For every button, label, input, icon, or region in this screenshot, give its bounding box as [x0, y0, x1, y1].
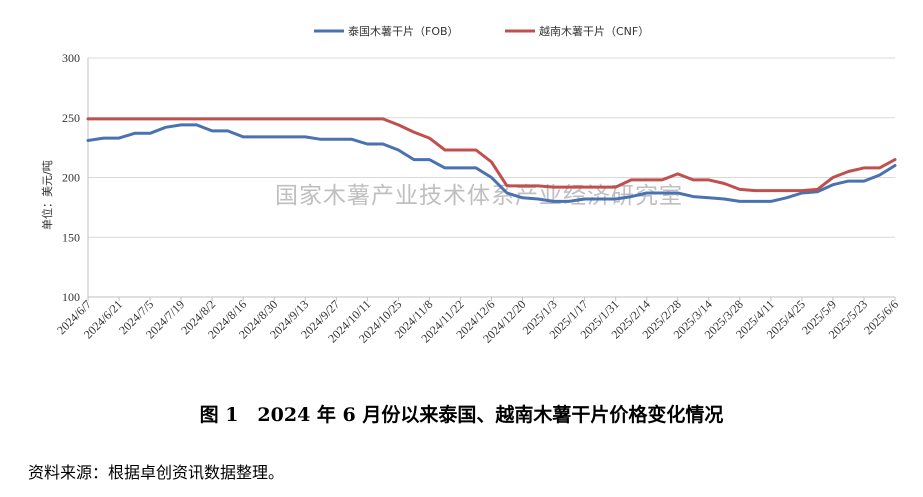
y-tick-labels: 100 150 200 250 300	[62, 51, 80, 304]
y-tick-label: 150	[62, 230, 80, 244]
series-lines	[86, 117, 897, 203]
line-chart: 100 150 200 250 300 2024/6/72024/6/212024/7/…	[40, 24, 901, 346]
series-line-thailand	[86, 123, 897, 203]
x-tick-labels: 2024/6/72024/6/212024/7/52024/7/192024/8…	[54, 297, 901, 346]
x-tick-label: 2025/6/6	[861, 297, 901, 337]
y-tick-label: 200	[62, 171, 80, 185]
watermark: 国家木薯产业技术体系产业经济研究室	[275, 183, 683, 209]
source-note: 资料来源：根据卓创资讯数据整理。	[28, 463, 285, 482]
figure-caption: 图 1 2024 年 6 月份以来泰国、越南木薯干片价格变化情况	[199, 404, 724, 426]
y-axis-label: 单位：美元/吨	[40, 160, 54, 230]
y-tick-label: 300	[62, 51, 80, 65]
legend-label: 泰国木薯干片（FOB）	[348, 24, 459, 38]
y-tick-label: 250	[62, 111, 80, 125]
series-line-vietnam	[86, 117, 897, 193]
legend: 泰国木薯干片（FOB） 越南木薯干片（CNF）	[314, 24, 649, 38]
legend-label: 越南木薯干片（CNF）	[539, 24, 649, 38]
axes	[87, 58, 896, 301]
y-tick-label: 100	[62, 290, 80, 304]
